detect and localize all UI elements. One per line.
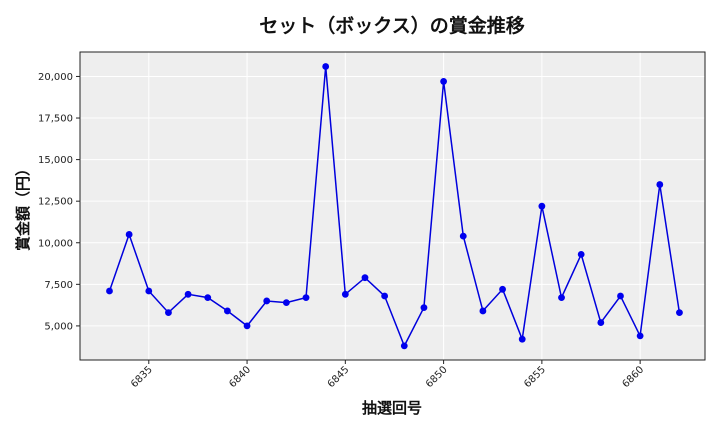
data-point-marker [184,290,192,298]
data-point-marker [597,319,605,326]
data-point-marker [400,342,408,350]
x-axis-label: 抽選回号 [362,399,422,417]
data-point-marker [459,232,467,240]
data-series [106,63,683,350]
data-point-marker [420,304,428,312]
data-point-marker [656,181,664,188]
data-point-marker [341,290,349,298]
y-tick-label: 17,500 [38,114,73,125]
data-point-marker [243,322,251,330]
data-point-marker [558,294,565,302]
data-point-marker [499,285,506,293]
y-tick-label: 10,000 [38,238,73,249]
data-point-marker [518,335,526,343]
data-point-marker [302,294,310,302]
data-point-marker [106,287,113,295]
data-point-marker [165,309,172,317]
y-tick-label: 12,500 [38,197,73,208]
x-tick-label: 6860 [620,364,646,390]
x-tick-label: 6845 [326,364,352,390]
data-point-marker [263,297,271,305]
grid-lines [80,52,705,360]
x-tick-label: 6835 [129,364,155,390]
x-tick-label: 6840 [227,364,253,390]
plot-frame [79,51,706,361]
x-tick-label: 6850 [424,364,450,390]
data-point-marker [538,202,546,210]
plot-area [80,52,705,360]
x-axis-ticks: 6835 6840 6845 6850 6855 6860 [129,360,646,390]
data-point-marker [224,307,231,315]
data-point-marker [145,287,153,295]
y-axis-ticks: 5,000 7,500 10,000 12,500 15,000 17,500 20,000 [38,72,80,332]
data-point-marker [125,231,133,238]
data-point-marker [282,299,290,307]
data-point-marker [204,294,212,302]
y-tick-label: 5,000 [44,321,73,332]
data-point-marker [479,307,487,315]
y-tick-label: 15,000 [38,155,73,166]
data-point-marker [361,274,369,282]
y-tick-label: 20,000 [38,72,73,83]
y-axis-label: 賞金額（円） [14,161,32,251]
data-point-marker [440,78,448,85]
y-tick-label: 7,500 [44,280,73,291]
data-point-marker [381,292,389,300]
data-point-marker [322,63,330,70]
data-point-marker [636,332,644,340]
data-point-marker [676,309,683,317]
data-point-marker [577,250,585,258]
x-tick-label: 6855 [522,364,548,390]
chart-title: セット（ボックス）の賞金推移 [259,14,524,37]
data-point-marker [617,292,624,300]
